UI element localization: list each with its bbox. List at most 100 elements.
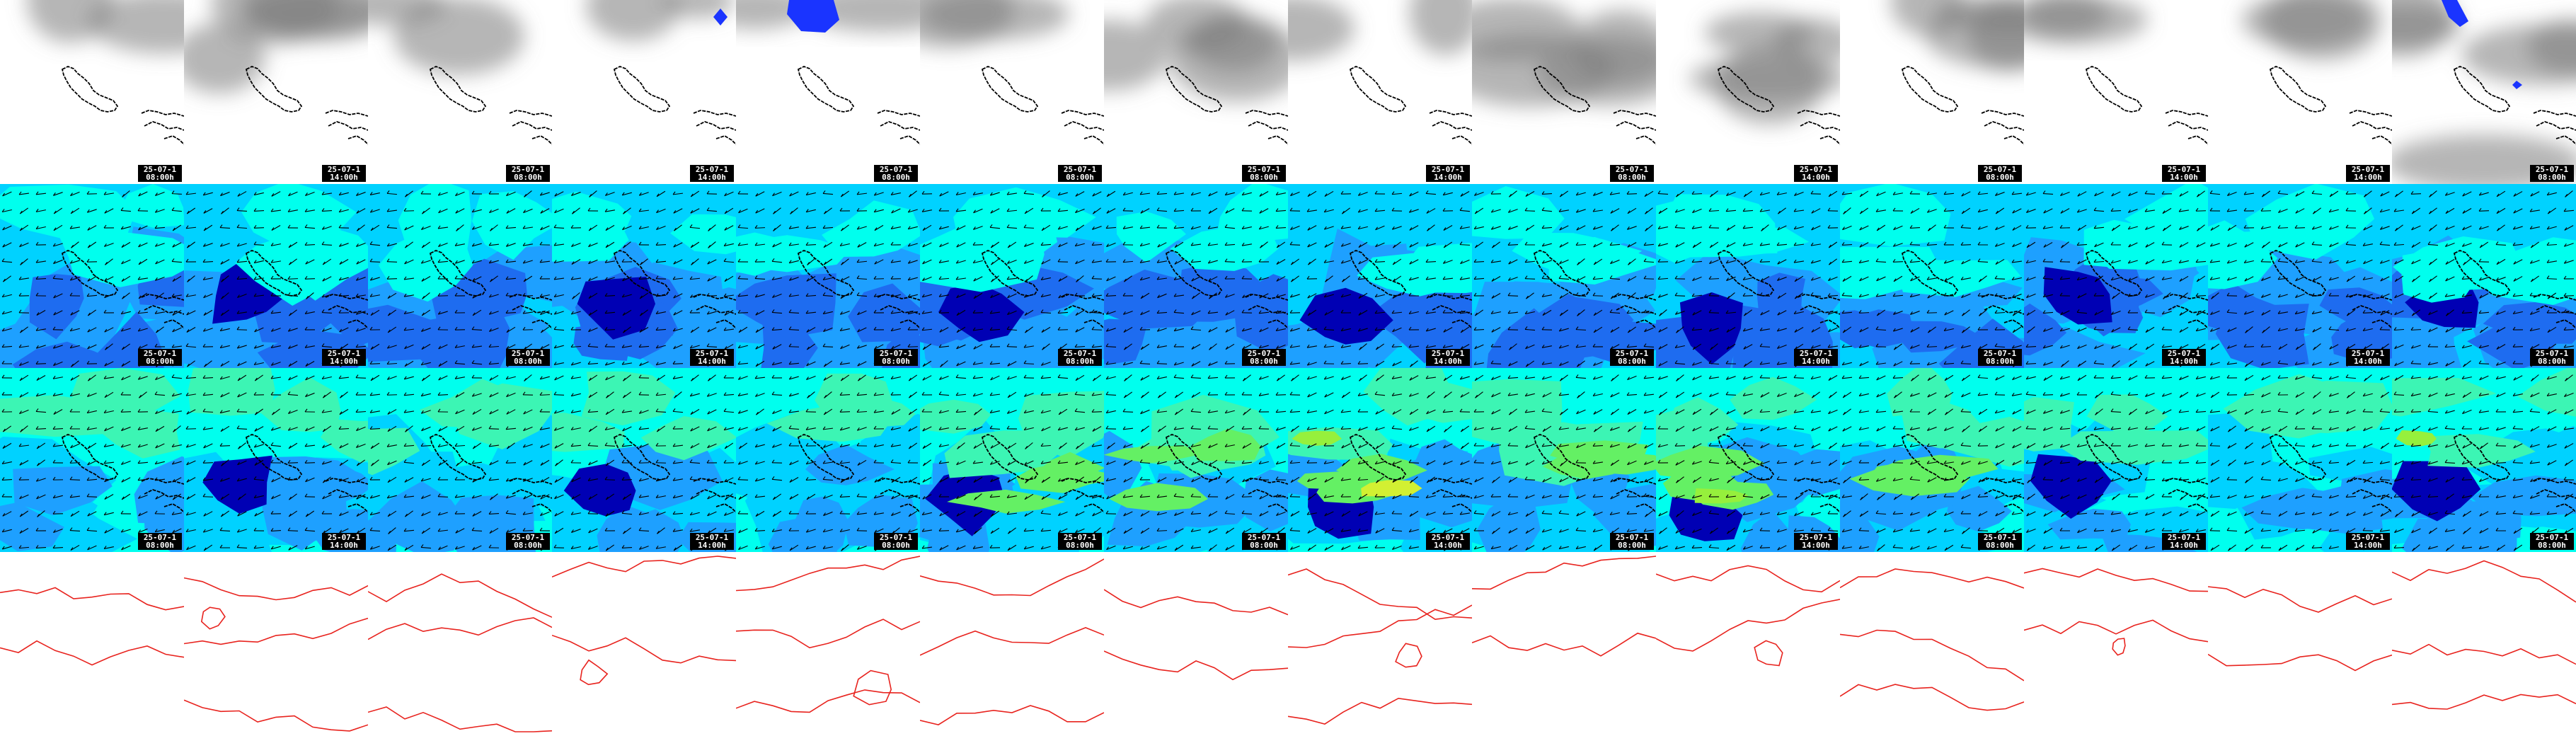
pressure-map-panel	[1840, 552, 2024, 736]
wind-high-map-svg	[552, 368, 736, 552]
mainland-coastline	[141, 110, 184, 117]
wind-low-map-panel: 25-07-1 08:00h	[1104, 184, 1288, 368]
wind-high-map-panel: 25-07-1 08:00h	[1840, 368, 2024, 552]
mainland-coastline	[1248, 489, 1288, 499]
pressure-map-panel	[2392, 552, 2576, 736]
wind-high-map-panel: 25-07-1 14:00h	[2024, 368, 2208, 552]
timestamp-time: 08:00h	[1986, 357, 2014, 365]
forecast-timestamp: 25-07-1 14:00h	[322, 165, 366, 182]
cloud-map-svg	[920, 0, 1104, 184]
island-coastline	[245, 434, 303, 481]
cloud-map-panel: 25-07-1 08:00h	[2392, 0, 2576, 184]
wind-barbs	[1473, 374, 1655, 551]
mainland-coastline	[1984, 121, 2024, 131]
wind-high-map-panel: 25-07-1 08:00h	[920, 368, 1104, 552]
timestamp-time: 08:00h	[1250, 357, 1278, 365]
cloud-cover	[1890, 0, 2024, 71]
mainland-coastline	[1613, 478, 1656, 485]
forecast-timestamp: 25-07-1 14:00h	[2346, 533, 2390, 550]
island-coastline	[613, 66, 671, 113]
isobars	[2208, 586, 2392, 672]
mainland-coastline	[141, 294, 184, 301]
wind-low-map-panel: 25-07-1 14:00h	[2208, 184, 2392, 368]
mainland-coastline	[2187, 135, 2208, 145]
pressure-map-panel	[736, 552, 920, 736]
island-coastline	[429, 66, 487, 113]
timestamp-date: 25-07-1	[2167, 350, 2201, 357]
cloud-map-panel: 25-07-1 08:00h	[1840, 0, 2024, 184]
forecast-timestamp: 25-07-1 08:00h	[1242, 349, 1286, 366]
pressure-map-panel	[1472, 552, 1656, 736]
timestamp-date: 25-07-1	[879, 534, 913, 541]
timestamp-date: 25-07-1	[1247, 534, 1281, 541]
forecast-timestamp: 25-07-1 14:00h	[690, 165, 734, 182]
mainland-coastline	[899, 503, 920, 513]
wind-low-map-panel: 25-07-1 14:00h	[552, 184, 736, 368]
mainland-coastline	[2168, 489, 2208, 499]
timestamp-date: 25-07-1	[1431, 166, 1465, 173]
wind-barbs	[1105, 374, 1287, 551]
cloud-map-panel: 25-07-1 14:00h	[1656, 0, 1840, 184]
mainland-coastline	[1064, 489, 1104, 499]
wind-low-map-svg	[736, 184, 920, 368]
forecast-timestamp: 25-07-1 14:00h	[690, 349, 734, 366]
island-coastline	[797, 250, 855, 297]
timestamp-date: 25-07-1	[1615, 166, 1649, 173]
island-coastline	[61, 66, 119, 113]
mainland-coastline	[1981, 478, 2024, 485]
mainland-coastline	[1616, 121, 1656, 131]
timestamp-time: 14:00h	[330, 541, 358, 549]
mainland-coastline	[2371, 135, 2392, 145]
wind-barbs	[2393, 374, 2575, 551]
mainland-coastline	[2533, 478, 2576, 485]
timestamp-date: 25-07-1	[879, 166, 913, 173]
cloud-map-svg	[368, 0, 552, 184]
mainland-coastline	[2187, 503, 2208, 513]
cloud-map-svg	[1472, 0, 1656, 184]
wind-low-map-svg	[1840, 184, 2024, 368]
timestamp-time: 08:00h	[2538, 173, 2566, 181]
island-coastline	[1901, 250, 1959, 297]
mainland-coastline	[1429, 110, 1472, 117]
wind-low-map-panel: 25-07-1 14:00h	[184, 184, 368, 368]
mainland-coastline	[1613, 294, 1656, 301]
mainland-coastline	[2555, 135, 2576, 145]
timestamp-date: 25-07-1	[1799, 166, 1833, 173]
pressure-map-panel	[1104, 552, 1288, 736]
mainland-coastline	[2165, 478, 2208, 485]
mainland-coastline	[2165, 294, 2208, 301]
wind-low-map-svg	[2024, 184, 2208, 368]
mainland-coastline	[1984, 305, 2024, 315]
cloud-map-panel: 25-07-1 08:00h	[368, 0, 552, 184]
mainland-coastline	[2555, 503, 2576, 513]
timestamp-time: 08:00h	[146, 173, 174, 181]
mainland-coastline	[696, 489, 736, 499]
wind-low-map-svg	[0, 184, 184, 368]
wind-high-map-panel: 25-07-1 14:00h	[552, 368, 736, 552]
timestamp-date: 25-07-1	[1983, 350, 2017, 357]
island-coastline	[981, 66, 1039, 113]
wind-barbs	[921, 374, 1103, 551]
island-coastline	[1533, 66, 1591, 113]
pressure-map-panel	[184, 552, 368, 736]
pressure-map-svg	[1656, 552, 1840, 736]
forecast-timestamp: 25-07-1 14:00h	[322, 533, 366, 550]
mainland-coastline	[693, 294, 736, 301]
timestamp-date: 25-07-1	[2351, 166, 2385, 173]
mainland-coastline	[1429, 478, 1472, 485]
timestamp-date: 25-07-1	[327, 166, 361, 173]
wind-high-map-panel: 25-07-1 14:00h	[184, 368, 368, 552]
forecast-timestamp: 25-07-1 08:00h	[1978, 349, 2022, 366]
mainland-coastline	[163, 319, 184, 329]
timestamp-time: 14:00h	[1434, 541, 1462, 549]
forecast-timestamp: 25-07-1 14:00h	[2162, 533, 2206, 550]
mainland-coastline	[347, 319, 368, 329]
isobars	[1104, 589, 1288, 681]
wind-low-map-panel: 25-07-1 08:00h	[736, 184, 920, 368]
cloud-map-panel: 25-07-1 08:00h	[1472, 0, 1656, 184]
forecast-timestamp: 25-07-1 08:00h	[1610, 349, 1654, 366]
timestamp-time: 14:00h	[2354, 173, 2382, 181]
mainland-coastline	[2349, 294, 2392, 301]
mainland-coastline	[2371, 319, 2392, 329]
mainland-coastline	[1613, 110, 1656, 117]
